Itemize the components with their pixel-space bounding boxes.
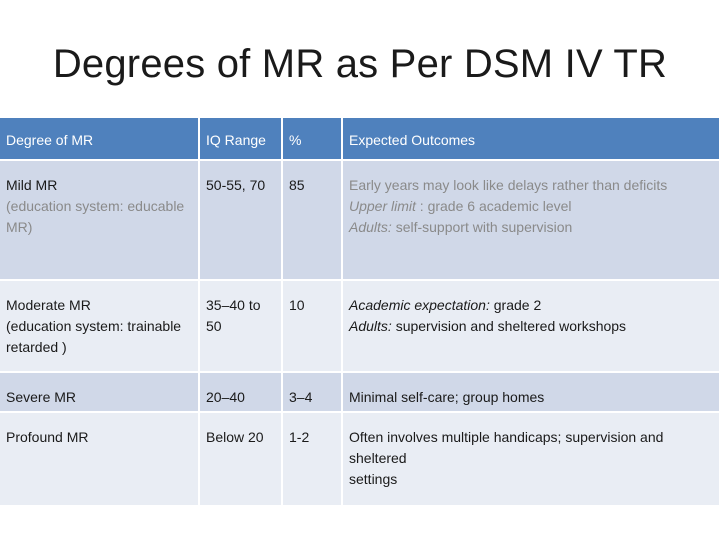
page-title: Degrees of MR as Per DSM IV TR [52,42,668,86]
academic-label: Academic expectation: [349,297,490,313]
degree-subtitle: (education system: trainable retarded ) [6,318,182,355]
cell-percent: 1-2 [282,412,343,507]
outcome-main: Early years may look like delays rather … [349,177,668,193]
upper-limit-text: : grade 6 academic level [415,198,572,214]
cell-percent: 3–4 [282,372,343,413]
header-expected-outcomes: Expected Outcomes [342,118,720,161]
outcome-line-1: Often involves multiple handicaps; super… [349,429,664,466]
cell-degree: Severe MR [0,372,200,413]
degrees-table: Degree of MR IQ Range % Expected Outcome… [0,118,720,507]
cell-iq-range: 35–40 to 50 [199,280,283,373]
degree-name: Moderate MR [6,297,91,313]
header-degree: Degree of MR [0,118,200,161]
table-row-mild: Mild MR (education system: educable MR) … [0,160,720,281]
adults-label: Adults: [349,219,392,235]
table-row-moderate: Moderate MR (education system: trainable… [0,280,720,373]
academic-text: grade 2 [489,297,542,313]
outcome-academic: Academic expectation: grade 2 [349,295,713,316]
cell-degree: Moderate MR (education system: trainable… [0,280,200,373]
table-header-row: Degree of MR IQ Range % Expected Outcome… [0,118,720,161]
table-row-profound: Profound MR Below 20 1-2 Often involves … [0,412,720,507]
cell-outcome: Minimal self-care; group homes [342,372,720,413]
degree-name: Mild MR [6,177,58,193]
upper-limit-label: Upper limit [349,198,416,214]
adults-text: supervision and sheltered workshops [391,318,627,334]
degree-subtitle: (education system: educable MR) [6,198,185,235]
cell-degree: Profound MR [0,412,200,507]
outcome-adults: Adults: self-support with supervision [349,217,713,238]
cell-iq-range: Below 20 [199,412,283,507]
adults-label: Adults: [349,318,392,334]
adults-text: self-support with supervision [391,219,573,235]
cell-outcome: Often involves multiple handicaps; super… [342,412,720,507]
outcome-adults: Adults: supervision and sheltered worksh… [349,316,713,337]
cell-percent: 85 [282,160,343,281]
outcome-upper-limit: Upper limit : grade 6 academic level [349,196,713,217]
header-percent: % [282,118,343,161]
outcome-line-2: settings [349,471,398,487]
cell-outcome: Early years may look like delays rather … [342,160,720,281]
header-iq-range: IQ Range [199,118,283,161]
cell-iq-range: 20–40 [199,372,283,413]
cell-iq-range: 50-55, 70 [199,160,283,281]
cell-outcome: Academic expectation: grade 2 Adults: su… [342,280,720,373]
cell-degree: Mild MR (education system: educable MR) [0,160,200,281]
cell-percent: 10 [282,280,343,373]
table-row-severe: Severe MR 20–40 3–4 Minimal self-care; g… [0,372,720,413]
